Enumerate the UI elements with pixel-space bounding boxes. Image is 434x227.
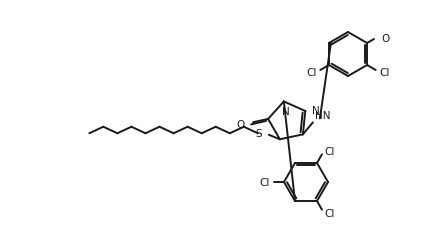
Text: Cl: Cl	[324, 146, 334, 156]
Text: O: O	[382, 34, 390, 44]
Text: Cl: Cl	[260, 177, 270, 187]
Text: HN: HN	[315, 111, 330, 121]
Text: N: N	[282, 107, 290, 117]
Text: S: S	[255, 129, 262, 139]
Text: N: N	[312, 106, 320, 116]
Text: Cl: Cl	[379, 68, 390, 78]
Text: Cl: Cl	[306, 68, 317, 78]
Text: O: O	[237, 119, 245, 129]
Text: Cl: Cl	[324, 208, 334, 218]
